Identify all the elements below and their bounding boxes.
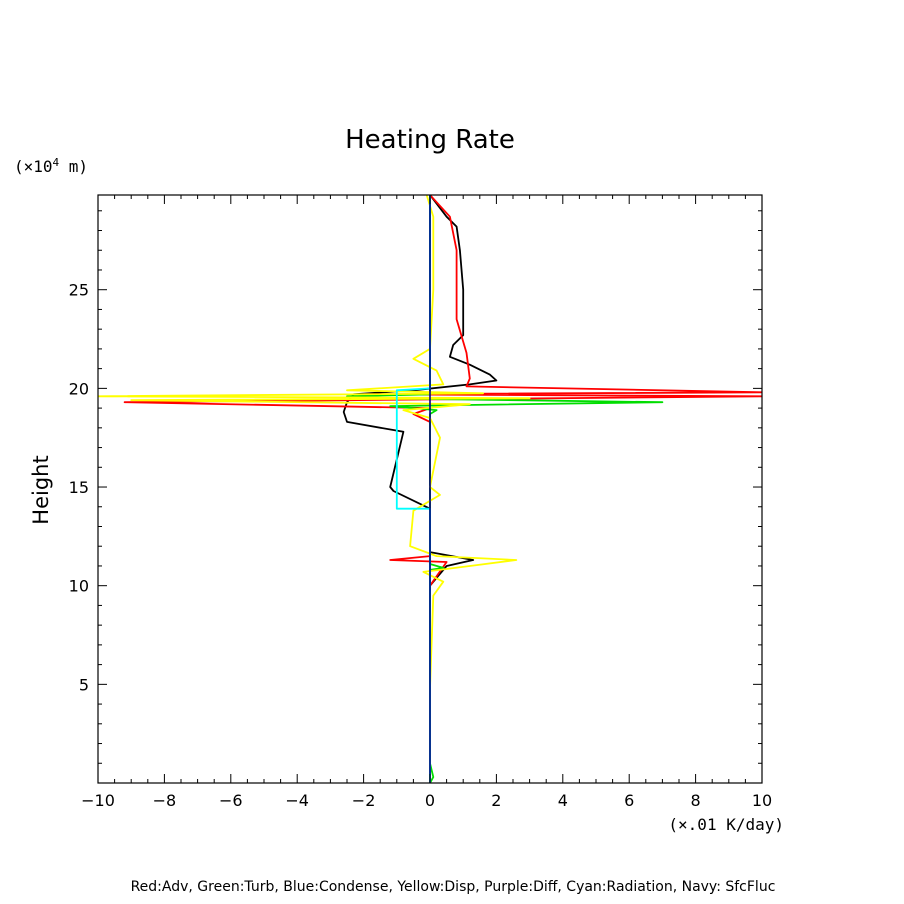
y-tick-label: 10: [69, 577, 89, 596]
x-axis-unit: (×.01 K/day): [668, 815, 784, 834]
x-tick-label: 10: [752, 791, 772, 810]
x-tick-label: −10: [81, 791, 115, 810]
series-line-turb: [346, 195, 664, 783]
x-tick-label: 8: [691, 791, 701, 810]
y-tick-label: 5: [79, 675, 89, 694]
legend-text: Red:Adv, Green:Turb, Blue:Condense, Yell…: [131, 879, 776, 895]
series-line-radiation: [395, 195, 431, 783]
y-unit-suffix: m): [59, 157, 88, 176]
y-tick-label: 20: [69, 379, 89, 398]
plot-area: −10 −8 −6 −4 −2 0 2 4 6 8 10 5 10 15 20 25: [69, 194, 772, 810]
x-tick-label: 6: [624, 791, 634, 810]
y-unit-exponent: 4: [53, 156, 60, 169]
y-axis-label: Height: [29, 455, 53, 524]
series-line-total: [342, 195, 498, 783]
series-line-adv: [123, 195, 762, 783]
x-tick-label: 4: [558, 791, 568, 810]
x-tick-label: −2: [352, 791, 376, 810]
y-tick-label: 15: [69, 478, 89, 497]
x-tick-label: −6: [219, 791, 243, 810]
x-tick-label: 2: [491, 791, 501, 810]
y-unit-prefix: (×10: [14, 157, 53, 176]
y-axis-unit: (×104 m): [14, 156, 88, 176]
x-tick-label: −4: [285, 791, 309, 810]
x-tick-label: −8: [153, 791, 177, 810]
y-tick-label: 25: [69, 281, 89, 300]
chart-title: Heating Rate: [345, 125, 515, 155]
series-line-disp: [98, 195, 531, 783]
x-tick-label: 0: [425, 791, 435, 810]
